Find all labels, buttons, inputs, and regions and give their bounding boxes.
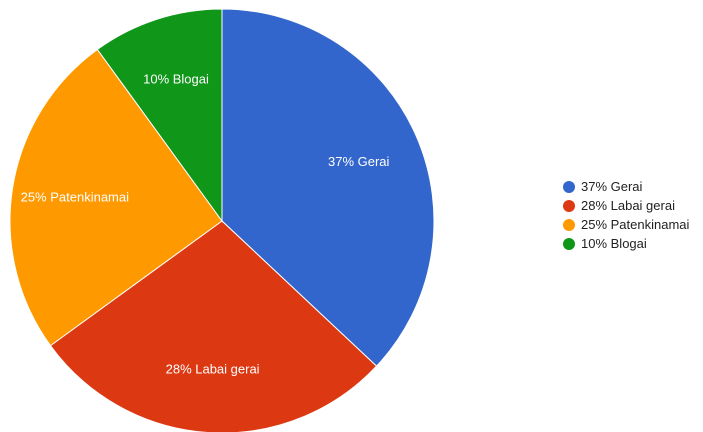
legend-swatch-3 [563,237,575,250]
legend-item-2[interactable]: 25% Patenkinamai [563,215,689,234]
legend-label-2: 25% Patenkinamai [581,217,690,232]
pie-slice-0[interactable] [221,8,435,367]
slice-label-3: 10% Blogai [143,71,209,86]
legend-item-1[interactable]: 28% Labai gerai [563,196,689,215]
legend-item-3[interactable]: 10% Blogai [563,234,689,253]
legend-label-0: 37% Gerai [581,179,643,194]
slice-label-1: 28% Labai gerai [166,362,260,377]
slice-label-0: 37% Gerai [328,154,390,169]
legend-label-3: 10% Blogai [581,236,647,251]
legend-item-0[interactable]: 37% Gerai [563,177,689,196]
legend-swatch-0 [563,180,575,193]
slice-label-2: 25% Patenkinamai [21,190,130,205]
pie-slice-1[interactable] [49,220,378,432]
legend-swatch-2 [563,218,575,231]
legend-label-1: 28% Labai gerai [581,198,675,213]
legend-swatch-1 [563,199,575,212]
pie-slice-2[interactable] [9,48,223,347]
chart-legend: 37% Gerai 28% Labai gerai 25% Patenkinamai… [563,177,689,253]
pie-slice-3[interactable] [96,8,223,223]
